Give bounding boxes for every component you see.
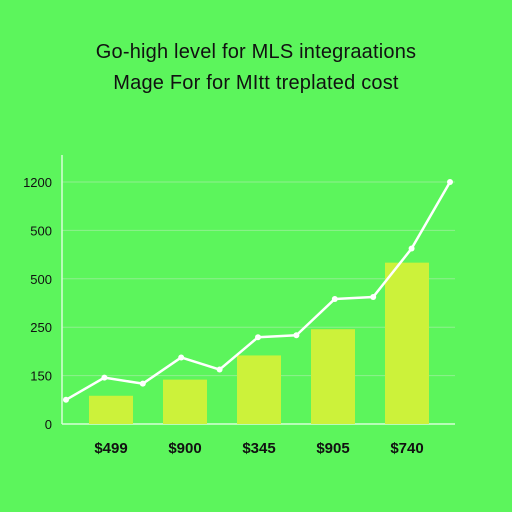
bar bbox=[385, 262, 429, 424]
y-tick-label: 250 bbox=[30, 320, 52, 335]
line-point bbox=[447, 179, 453, 185]
bar bbox=[311, 329, 355, 424]
line-point bbox=[101, 374, 108, 381]
x-tick-label: $740 bbox=[390, 440, 423, 457]
line-point bbox=[139, 380, 146, 387]
x-tick-label: $900 bbox=[168, 440, 201, 457]
y-tick-label: 150 bbox=[30, 369, 52, 384]
line-point bbox=[293, 332, 300, 339]
x-tick-label: $905 bbox=[316, 440, 349, 457]
line-point bbox=[331, 295, 338, 302]
line-point bbox=[408, 245, 415, 252]
line-point bbox=[255, 334, 261, 341]
y-tick-label: 0 bbox=[45, 417, 52, 432]
x-tick-label: $345 bbox=[242, 440, 275, 457]
x-tick-label: $499 bbox=[94, 440, 127, 457]
bar bbox=[163, 379, 207, 424]
line-point bbox=[370, 293, 377, 300]
y-tick-label: 500 bbox=[30, 272, 52, 287]
y-tick-label: 1200 bbox=[23, 175, 52, 190]
line-point bbox=[178, 354, 185, 361]
chart-subtitle: Mage For for MItt treplated cost bbox=[113, 72, 399, 94]
y-tick-label: 500 bbox=[30, 223, 52, 238]
bar bbox=[237, 355, 281, 424]
bar bbox=[89, 395, 133, 424]
line-point bbox=[63, 396, 69, 403]
line-point bbox=[216, 366, 223, 373]
chart-title: Go-high level for MLS integraations bbox=[95, 41, 417, 63]
